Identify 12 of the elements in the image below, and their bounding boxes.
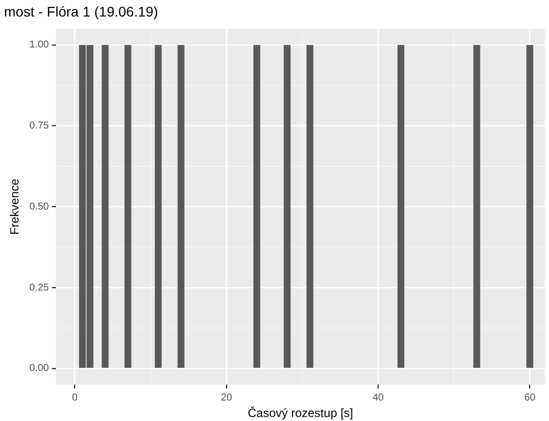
x-tick-label: 20 bbox=[220, 392, 232, 404]
y-tick-label: 0.75 bbox=[29, 120, 50, 132]
y-tick-label: 1.00 bbox=[29, 40, 50, 51]
y-tick-label: 0.50 bbox=[29, 201, 50, 212]
y-axis-title: Frekvence bbox=[8, 178, 22, 235]
y-tick-label: 0.25 bbox=[29, 282, 50, 294]
x-tick-label: 0 bbox=[72, 392, 78, 404]
x-tick-label: 60 bbox=[524, 392, 536, 404]
x-axis-title: Časový rozestup [s] bbox=[248, 406, 354, 420]
y-tick-label: 0.00 bbox=[29, 363, 50, 374]
chart-title: most - Flóra 1 (19.06.19) bbox=[4, 3, 158, 20]
x-tick-label: 40 bbox=[372, 392, 384, 404]
